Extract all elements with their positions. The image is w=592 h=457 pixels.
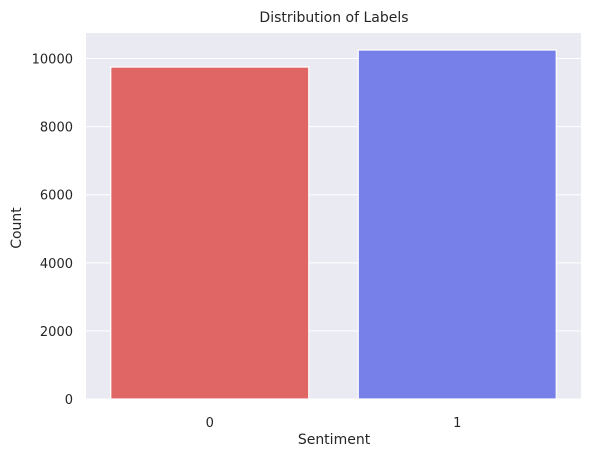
bar-1 [357,49,557,400]
y-tick-label: 4000 [40,257,73,272]
y-axis-label: Count [9,207,25,249]
bars [110,49,557,400]
x-tick-label: 1 [453,416,461,431]
bar-0 [110,66,310,400]
x-axis-label: Sentiment [298,432,371,448]
y-ticks: 0 2000 4000 6000 8000 10000 [32,53,73,408]
y-tick-label: 0 [65,393,73,408]
y-tick-label: 10000 [32,53,73,68]
y-tick-label: 2000 [40,325,73,340]
y-tick-label: 6000 [40,189,73,204]
x-tick-label: 0 [206,416,214,431]
chart-title: Distribution of Labels [259,10,408,26]
y-tick-label: 8000 [40,121,73,136]
